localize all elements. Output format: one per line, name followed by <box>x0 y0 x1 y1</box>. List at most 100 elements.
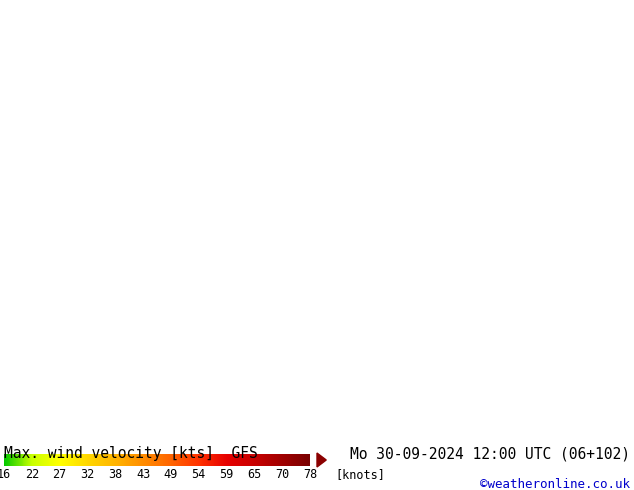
Bar <box>273 454 274 466</box>
Bar <box>106 454 107 466</box>
Bar <box>129 454 130 466</box>
Text: 43: 43 <box>136 468 150 481</box>
Bar <box>281 454 282 466</box>
Bar <box>114 454 115 466</box>
Bar <box>249 454 250 466</box>
Bar <box>221 454 222 466</box>
Bar <box>157 454 158 466</box>
Bar <box>209 454 210 466</box>
Bar <box>42 454 43 466</box>
Bar <box>49 454 50 466</box>
Bar <box>156 454 157 466</box>
Bar <box>292 454 294 466</box>
Bar <box>169 454 170 466</box>
Bar <box>65 454 66 466</box>
Bar <box>77 454 78 466</box>
Bar <box>264 454 266 466</box>
Bar <box>133 454 134 466</box>
Bar <box>126 454 127 466</box>
Bar <box>9 454 10 466</box>
Bar <box>115 454 116 466</box>
Bar <box>18 454 19 466</box>
Bar <box>140 454 141 466</box>
Bar <box>248 454 249 466</box>
Bar <box>105 454 106 466</box>
Bar <box>245 454 246 466</box>
Bar <box>91 454 92 466</box>
Bar <box>283 454 284 466</box>
Bar <box>238 454 240 466</box>
Bar <box>288 454 290 466</box>
Bar <box>220 454 221 466</box>
Bar <box>240 454 242 466</box>
Bar <box>230 454 231 466</box>
Bar <box>142 454 143 466</box>
Bar <box>242 454 243 466</box>
Bar <box>46 454 47 466</box>
Bar <box>246 454 247 466</box>
Bar <box>144 454 145 466</box>
Bar <box>55 454 56 466</box>
Bar <box>53 454 54 466</box>
Bar <box>40 454 41 466</box>
Bar <box>185 454 186 466</box>
Bar <box>188 454 190 466</box>
Bar <box>195 454 196 466</box>
Bar <box>75 454 76 466</box>
Bar <box>57 454 58 466</box>
Bar <box>235 454 236 466</box>
Bar <box>143 454 144 466</box>
Bar <box>78 454 79 466</box>
Bar <box>145 454 146 466</box>
Bar <box>212 454 214 466</box>
Bar <box>223 454 224 466</box>
Bar <box>247 454 248 466</box>
Bar <box>198 454 200 466</box>
Text: 78: 78 <box>303 468 317 481</box>
Text: ©weatheronline.co.uk: ©weatheronline.co.uk <box>480 478 630 490</box>
Bar <box>252 454 254 466</box>
Bar <box>87 454 88 466</box>
Bar <box>97 454 98 466</box>
Bar <box>150 454 152 466</box>
Bar <box>204 454 205 466</box>
Bar <box>81 454 82 466</box>
Bar <box>186 454 188 466</box>
Bar <box>37 454 38 466</box>
Bar <box>274 454 275 466</box>
Text: Max. wind velocity [kts]  GFS: Max. wind velocity [kts] GFS <box>4 446 258 461</box>
Bar <box>250 454 252 466</box>
Bar <box>39 454 40 466</box>
Bar <box>128 454 129 466</box>
Bar <box>10 454 11 466</box>
Bar <box>286 454 287 466</box>
Bar <box>257 454 258 466</box>
Bar <box>108 454 109 466</box>
Bar <box>85 454 86 466</box>
Bar <box>23 454 24 466</box>
Bar <box>58 454 59 466</box>
Bar <box>131 454 132 466</box>
Bar <box>41 454 42 466</box>
Bar <box>196 454 197 466</box>
Bar <box>270 454 271 466</box>
Bar <box>160 454 162 466</box>
Bar <box>302 454 304 466</box>
Polygon shape <box>317 453 327 467</box>
Bar <box>216 454 217 466</box>
Text: 22: 22 <box>25 468 39 481</box>
Bar <box>27 454 28 466</box>
Bar <box>231 454 232 466</box>
Bar <box>207 454 208 466</box>
Bar <box>271 454 272 466</box>
Bar <box>222 454 223 466</box>
Bar <box>119 454 120 466</box>
Bar <box>282 454 283 466</box>
Bar <box>95 454 96 466</box>
Bar <box>127 454 128 466</box>
Bar <box>26 454 27 466</box>
Bar <box>309 454 310 466</box>
Bar <box>118 454 119 466</box>
Bar <box>130 454 131 466</box>
Bar <box>170 454 171 466</box>
